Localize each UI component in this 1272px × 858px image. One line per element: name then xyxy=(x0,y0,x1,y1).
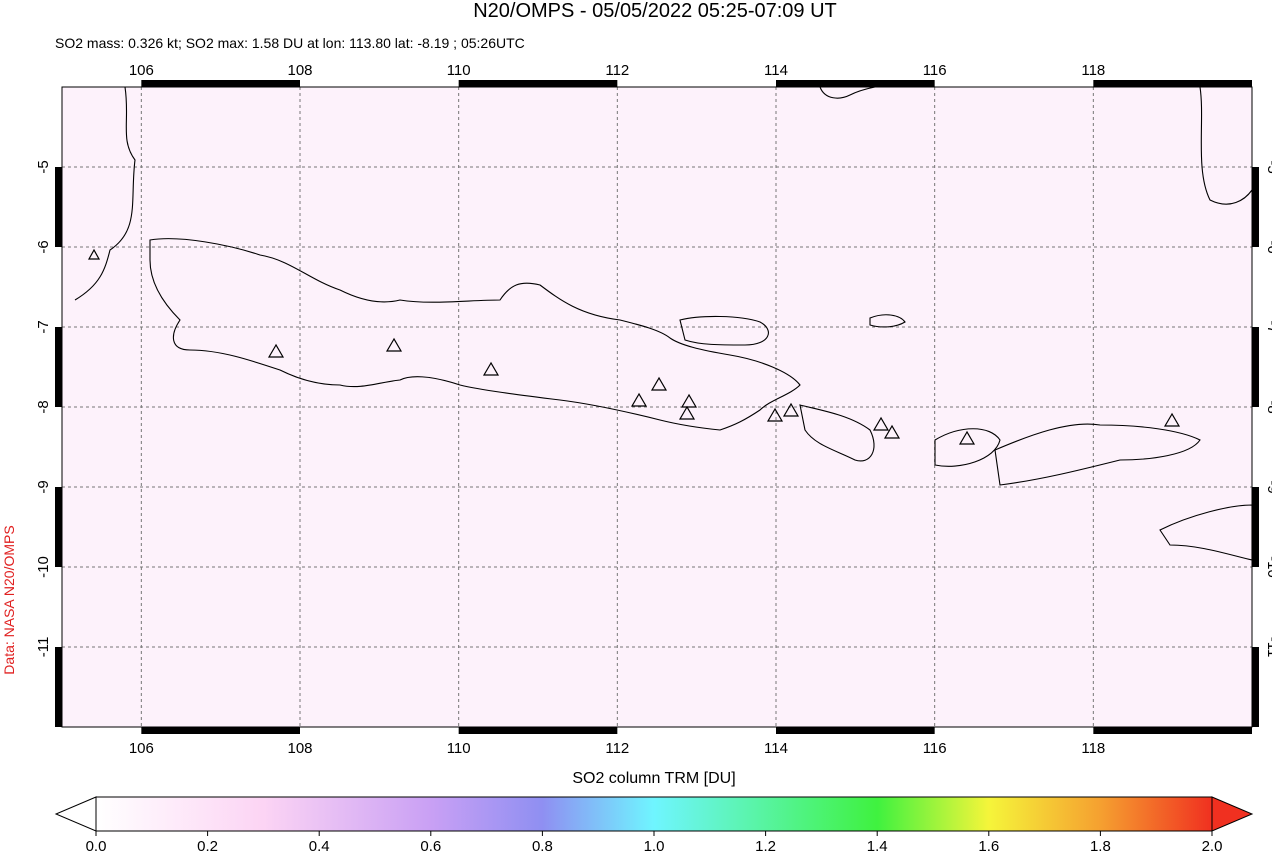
subtitle: SO2 mass: 0.326 kt; SO2 max: 1.58 DU at … xyxy=(55,35,525,51)
y-tick-label: -5 xyxy=(1264,160,1272,173)
y-tick-label: -7 xyxy=(1264,320,1272,333)
title: N20/OMPS - 05/05/2022 05:25-07:09 UT xyxy=(473,0,837,22)
y-tick-label: -11 xyxy=(1264,637,1272,658)
volcano xyxy=(766,407,784,422)
coastline xyxy=(74,87,136,301)
coastline xyxy=(1199,87,1252,205)
y-tick-label: -7 xyxy=(35,320,52,333)
edge-bar xyxy=(55,327,62,407)
edge-bar xyxy=(458,80,618,87)
colorbar-tick-label: 0.8 xyxy=(532,838,553,853)
volcano xyxy=(680,393,698,408)
edge-bar xyxy=(1252,647,1259,727)
colorbar-under-arrow xyxy=(54,796,97,832)
edge-bar xyxy=(141,727,300,734)
colorbar-tick-label: 1.0 xyxy=(644,838,665,853)
coastline xyxy=(819,87,876,99)
volcano xyxy=(958,430,976,445)
edge-bar xyxy=(1093,727,1252,734)
coastline xyxy=(149,238,801,431)
x-tick-label: 112 xyxy=(605,740,629,757)
y-tick-label: -10 xyxy=(1264,556,1272,578)
colorbar-ticks: 0.0 0.2 0.4 0.6 0.8 1.0 1.2 1.4 1.6 1.8 2.0 xyxy=(86,831,1223,855)
colorbar xyxy=(95,796,1213,832)
colorbar-tick-label: 2.0 xyxy=(1202,838,1223,853)
y-tick-label: -8 xyxy=(1264,400,1272,413)
edge-bar xyxy=(1093,80,1252,87)
y-tick-label: -10 xyxy=(35,556,52,578)
x-tick-label: 118 xyxy=(1081,62,1105,79)
edge-bar xyxy=(458,727,618,734)
volcanoes xyxy=(87,248,1181,445)
x-tick-label: 118 xyxy=(1081,740,1105,757)
volcano xyxy=(267,343,285,358)
edge-bar xyxy=(1252,327,1259,407)
volcano xyxy=(883,424,901,439)
x-tick-label: 110 xyxy=(447,62,471,79)
volcano xyxy=(482,361,500,376)
colorbar-tick-label: 1.8 xyxy=(1090,838,1111,853)
colorbar-tick-label: 0.0 xyxy=(86,838,107,853)
y-tick-label: -9 xyxy=(1264,480,1272,493)
y-tick-label: -5 xyxy=(35,160,52,173)
volcano xyxy=(87,248,101,260)
edge-bar xyxy=(776,727,935,734)
edge-bar xyxy=(1252,487,1259,567)
edge-bar xyxy=(1252,167,1259,247)
volcano xyxy=(872,416,890,431)
edge-bar xyxy=(776,80,935,87)
y-tick-label: -11 xyxy=(35,637,52,658)
y-tick-label: -9 xyxy=(35,480,52,493)
x-tick-label: 114 xyxy=(764,62,788,79)
x-tick-label: 112 xyxy=(605,62,629,79)
x-tick-label: 108 xyxy=(287,740,312,757)
coastline xyxy=(994,423,1201,486)
x-tick-label: 106 xyxy=(129,62,154,79)
volcano xyxy=(650,376,668,391)
edge-bar xyxy=(55,487,62,567)
y-tick-label: -6 xyxy=(35,240,52,253)
x-tick-label: 116 xyxy=(923,740,947,757)
x-tick-label: 116 xyxy=(923,62,947,79)
volcano xyxy=(385,337,403,352)
coastline xyxy=(869,314,906,328)
x-tick-label: 108 xyxy=(287,62,312,79)
volcano xyxy=(678,405,696,420)
colorbar-tick-label: 0.2 xyxy=(197,838,218,853)
y-tick-label: -8 xyxy=(35,400,52,413)
coastlines xyxy=(74,87,1252,561)
colorbar-label: SO2 column TRM [DU] xyxy=(572,770,735,787)
colorbar-over-arrow xyxy=(1211,796,1254,832)
y-tick-label: -6 xyxy=(1264,240,1272,253)
coastline xyxy=(799,404,875,462)
edge-bar xyxy=(55,167,62,247)
volcano xyxy=(782,402,800,417)
x-tick-label: 110 xyxy=(447,740,471,757)
colorbar-tick-label: 0.6 xyxy=(420,838,441,853)
x-tick-label: 106 xyxy=(129,740,154,757)
volcano xyxy=(1163,412,1181,427)
grid xyxy=(62,87,1252,727)
edge-bar xyxy=(141,80,300,87)
credit: Data: NASA N20/OMPS xyxy=(1,525,17,674)
coastline xyxy=(1159,504,1252,561)
edge-bar xyxy=(55,647,62,727)
colorbar-tick-label: 0.4 xyxy=(309,838,330,853)
colorbar-tick-label: 1.6 xyxy=(978,838,999,853)
axes: 106 106 108 108 110 110 112 112 114 114 116 116 118 1… xyxy=(35,62,1272,757)
coastline xyxy=(679,315,769,346)
coastline xyxy=(934,428,1001,467)
colorbar-tick-label: 1.4 xyxy=(867,838,888,853)
x-tick-label: 114 xyxy=(764,740,788,757)
colorbar-tick-label: 1.2 xyxy=(755,838,776,853)
volcano xyxy=(630,392,648,407)
